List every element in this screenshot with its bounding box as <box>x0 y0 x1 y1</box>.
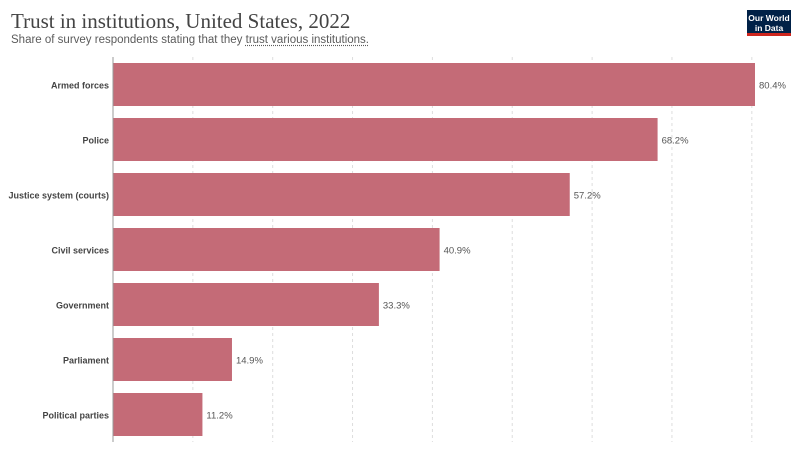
value-label: 40.9% <box>444 246 471 257</box>
value-label: 68.2% <box>662 136 689 147</box>
bar[interactable] <box>113 338 232 381</box>
subtitle-text: Share of survey respondents stating that… <box>11 34 246 46</box>
category-label: Civil services <box>51 246 109 256</box>
bar[interactable] <box>113 118 658 161</box>
bar[interactable] <box>113 228 440 271</box>
category-label: Armed forces <box>51 81 109 91</box>
chart-title: Trust in institutions, United States, 20… <box>11 9 351 33</box>
bar[interactable] <box>113 63 755 106</box>
value-label: 33.3% <box>383 301 410 312</box>
owid-logo[interactable]: Our World in Data <box>747 10 791 36</box>
category-label: Political parties <box>42 411 109 421</box>
bar[interactable] <box>113 173 570 216</box>
category-label: Government <box>56 301 109 311</box>
logo-line-1: Our World <box>748 13 790 23</box>
category-label: Parliament <box>63 356 109 366</box>
value-label: 80.4% <box>759 81 786 92</box>
logo-line-2: in Data <box>754 23 784 33</box>
value-label: 14.9% <box>236 356 263 367</box>
category-label: Justice system (courts) <box>8 191 109 201</box>
subtitle-definition-link[interactable]: trust various institutions. <box>245 34 369 46</box>
bar[interactable] <box>113 393 203 436</box>
value-label: 57.2% <box>574 191 601 202</box>
value-label: 11.2% <box>206 411 233 422</box>
category-label: Police <box>82 136 109 146</box>
chart-subtitle: Share of survey respondents stating that… <box>11 34 369 46</box>
bar[interactable] <box>113 283 379 326</box>
